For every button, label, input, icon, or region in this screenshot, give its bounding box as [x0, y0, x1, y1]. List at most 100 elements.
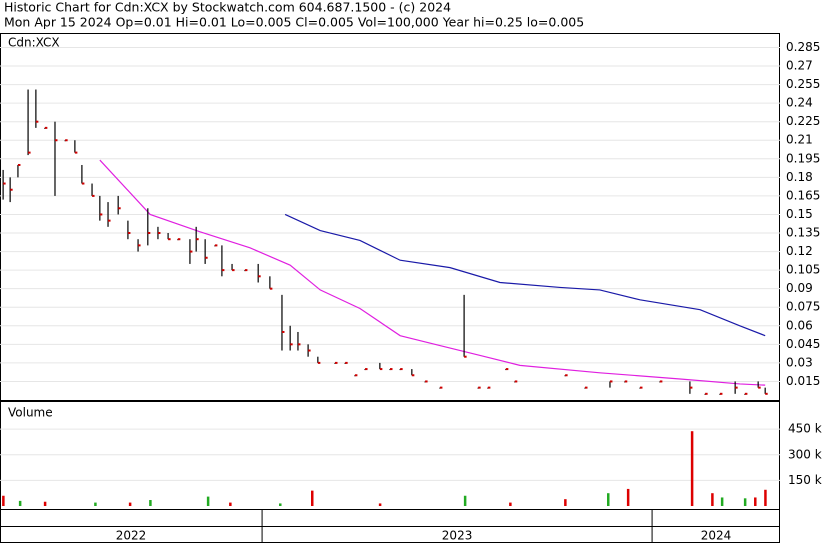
- volume-bar: [43, 501, 47, 506]
- close-tick: [118, 207, 121, 210]
- close-tick: [44, 126, 48, 129]
- close-tick: [308, 349, 311, 352]
- close-tick: [221, 269, 225, 272]
- close-tick: [269, 287, 273, 290]
- close-tick: [705, 392, 708, 395]
- y-tick-label: 0.15: [786, 207, 813, 221]
- close-tick: [585, 386, 588, 389]
- close-tick: [317, 361, 321, 364]
- volume-panel: [0, 401, 780, 510]
- close-tick: [157, 232, 161, 235]
- volume-bar: [229, 502, 232, 506]
- y-tick-label: 0.075: [786, 300, 820, 314]
- volume-bar: [564, 499, 567, 506]
- volume-bar: [2, 495, 5, 506]
- y-tick-label: 0.09: [786, 281, 813, 295]
- close-tick: [379, 368, 383, 371]
- close-tick: [425, 380, 428, 383]
- close-tick: [65, 139, 68, 142]
- close-tick: [487, 386, 491, 389]
- close-tick: [719, 392, 723, 395]
- close-tick: [505, 368, 509, 371]
- y-tick-label: 0.24: [786, 96, 813, 110]
- close-tick: [354, 374, 358, 377]
- close-tick: [3, 182, 6, 185]
- volume-bar: [720, 497, 724, 506]
- close-tick: [74, 151, 78, 154]
- close-tick: [744, 392, 748, 395]
- volume-bar: [279, 503, 282, 506]
- close-tick: [177, 238, 181, 241]
- close-tick: [17, 163, 21, 166]
- moving-average: [284, 213, 766, 337]
- y-tick-label: 0.03: [786, 355, 813, 369]
- y-tick-label: 0.135: [786, 226, 820, 240]
- volume-bar: [149, 500, 152, 506]
- x-tick-label: 2024: [701, 529, 732, 543]
- header-line: Historic Chart for Cdn:XCX by Stockwatch…: [4, 0, 451, 15]
- close-tick: [214, 244, 218, 247]
- close-tick: [365, 368, 368, 371]
- close-tick: [345, 361, 348, 364]
- volume-bar: [18, 500, 22, 506]
- close-tick: [609, 380, 613, 383]
- volume-bar: [764, 489, 767, 506]
- header-line: Mon Apr 15 2024 Op=0.01 Hi=0.01 Lo=0.005…: [4, 15, 584, 30]
- close-tick: [689, 386, 693, 389]
- close-tick: [10, 188, 13, 191]
- close-tick: [478, 386, 481, 389]
- volume-bar: [743, 498, 747, 506]
- volume-bar: [128, 502, 132, 506]
- close-tick: [35, 120, 39, 123]
- y-tick-label: 0.165: [786, 188, 820, 202]
- close-tick: [147, 232, 151, 235]
- close-tick: [99, 213, 103, 216]
- close-tick: [400, 368, 403, 371]
- close-tick: [624, 380, 628, 383]
- axis-strip: [0, 509, 780, 527]
- volume-bar: [463, 495, 467, 506]
- y-tick-label: 0.225: [786, 114, 820, 128]
- close-tick: [108, 219, 111, 222]
- y-tick-label: 0.015: [786, 374, 820, 388]
- volume-bar: [94, 502, 97, 506]
- close-tick: [390, 368, 393, 371]
- volume-bar: [711, 493, 714, 506]
- y-tick-label: 150 k: [788, 473, 822, 487]
- close-tick: [127, 232, 131, 235]
- close-tick: [765, 392, 768, 395]
- close-tick: [565, 374, 568, 377]
- close-tick: [168, 238, 171, 241]
- panel-title: Cdn:XCX: [8, 36, 60, 50]
- close-tick: [411, 374, 415, 377]
- close-tick: [92, 194, 95, 197]
- y-tick-label: 0.12: [786, 244, 813, 258]
- close-tick: [232, 269, 235, 272]
- volume-bar: [378, 503, 382, 506]
- close-tick: [54, 139, 58, 142]
- volume-bar: [206, 496, 210, 506]
- close-tick: [196, 238, 199, 241]
- y-tick-label: 0.255: [786, 77, 820, 91]
- volume-bar: [626, 488, 630, 506]
- y-tick-label: 0.045: [786, 337, 820, 351]
- price-panel: [0, 33, 780, 401]
- y-tick-label: 0.06: [786, 318, 813, 332]
- y-tick-label: 0.105: [786, 263, 820, 277]
- y-tick-label: 0.18: [786, 170, 813, 184]
- y-tick-label: 450 k: [788, 422, 822, 436]
- close-tick: [244, 269, 248, 272]
- volume-bar: [607, 493, 610, 506]
- volume-bar: [690, 431, 694, 506]
- y-tick-label: 0.21: [786, 133, 813, 147]
- close-tick: [290, 343, 293, 346]
- x-tick-label: 2023: [442, 529, 473, 543]
- y-tick-label: 0.27: [786, 59, 813, 73]
- close-tick: [81, 182, 85, 185]
- close-tick: [439, 386, 443, 389]
- y-tick-label: 300 k: [788, 447, 822, 461]
- panel-title: Volume: [8, 406, 53, 420]
- close-tick: [659, 380, 663, 383]
